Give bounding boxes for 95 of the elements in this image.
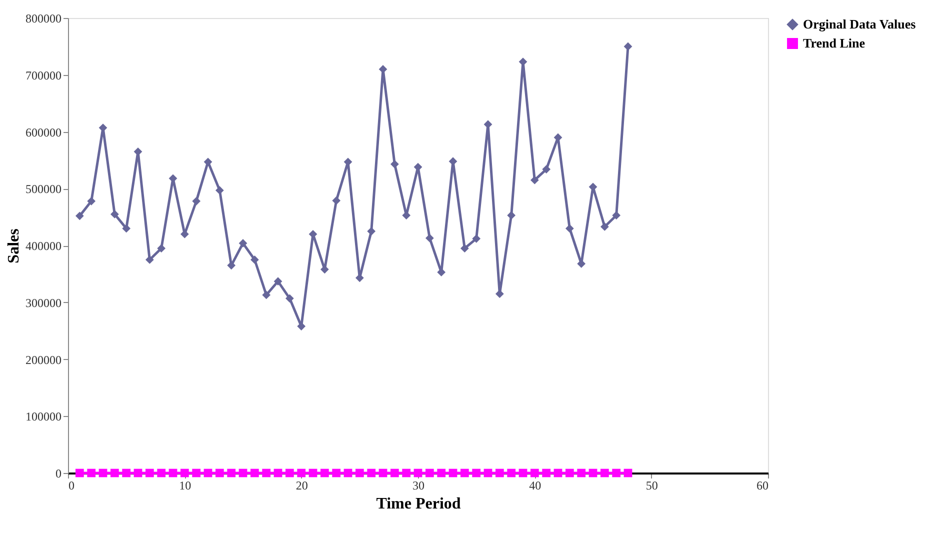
y-tick-label: 200000 — [26, 352, 62, 367]
point — [192, 196, 201, 206]
point — [367, 227, 376, 236]
point — [460, 468, 469, 478]
y-tick-label: 800000 — [26, 12, 62, 26]
point — [367, 468, 376, 478]
point — [285, 294, 294, 303]
x-tick-label: 20 — [296, 478, 308, 492]
y-tick-label: 300000 — [26, 296, 62, 310]
point — [518, 468, 528, 478]
point — [612, 211, 621, 220]
point — [238, 239, 248, 248]
point — [87, 196, 96, 206]
point — [530, 468, 539, 478]
point — [75, 468, 84, 478]
x-tick-label: 40 — [529, 478, 542, 492]
point — [238, 468, 248, 478]
point — [472, 234, 481, 243]
y-tick-label: 100000 — [26, 410, 62, 424]
y-tick-label: 0 — [56, 466, 62, 480]
y-tick-label: 500000 — [26, 182, 62, 196]
point — [495, 468, 504, 478]
point — [554, 468, 562, 478]
point — [98, 468, 108, 478]
point — [414, 468, 422, 478]
y-axis-title: Sales — [6, 228, 22, 264]
point — [274, 277, 282, 286]
point — [460, 244, 469, 253]
point — [157, 244, 166, 253]
y-tick-label: 700000 — [26, 68, 62, 82]
point — [332, 196, 341, 205]
point — [542, 165, 551, 174]
point — [484, 468, 492, 478]
point — [402, 468, 411, 478]
point — [204, 158, 212, 166]
point — [507, 211, 516, 220]
point — [390, 160, 399, 168]
point — [122, 468, 131, 478]
point — [262, 468, 271, 478]
point — [344, 468, 352, 478]
point — [355, 468, 364, 478]
point — [227, 468, 236, 478]
point — [565, 468, 574, 478]
point — [542, 468, 551, 478]
point — [297, 468, 306, 478]
point — [600, 222, 609, 231]
point — [437, 268, 446, 276]
point — [448, 468, 458, 478]
point — [215, 468, 224, 478]
point — [145, 256, 154, 264]
y-tick-label: 400000 — [26, 239, 62, 253]
point — [332, 468, 341, 478]
point — [390, 468, 399, 478]
point — [472, 468, 481, 478]
point — [145, 468, 154, 478]
point — [110, 210, 119, 218]
point — [600, 468, 609, 478]
point — [530, 176, 539, 184]
point — [507, 468, 516, 478]
point — [308, 468, 318, 478]
point — [425, 234, 434, 242]
point — [204, 468, 212, 478]
point — [425, 468, 434, 478]
point — [134, 468, 142, 478]
point — [180, 468, 189, 478]
point — [320, 468, 329, 478]
point — [250, 256, 259, 264]
legend-label: Orginal Data Values — [803, 16, 916, 32]
point — [192, 468, 201, 478]
x-tick-label: 50 — [646, 478, 658, 492]
point — [577, 468, 586, 478]
point — [110, 468, 119, 478]
point — [122, 224, 131, 233]
point — [565, 224, 574, 233]
x-tick-label: 10 — [179, 478, 192, 492]
point — [215, 186, 224, 195]
point — [157, 468, 166, 478]
x-tick-label: 60 — [756, 478, 768, 492]
point — [168, 468, 178, 478]
point — [624, 468, 632, 478]
point — [87, 468, 96, 478]
legend-label: Trend Line — [803, 36, 866, 50]
point — [612, 468, 621, 478]
point — [378, 468, 388, 478]
x-axis-title: Time Period — [376, 496, 461, 512]
point — [588, 468, 598, 478]
x-tick-label: 30 — [412, 478, 424, 492]
point — [274, 468, 282, 478]
point — [75, 212, 84, 220]
point — [285, 468, 294, 478]
point — [250, 468, 259, 478]
x-tick-label: 0 — [68, 478, 74, 492]
y-tick-label: 600000 — [26, 125, 62, 140]
point — [437, 468, 446, 478]
point — [262, 290, 271, 300]
